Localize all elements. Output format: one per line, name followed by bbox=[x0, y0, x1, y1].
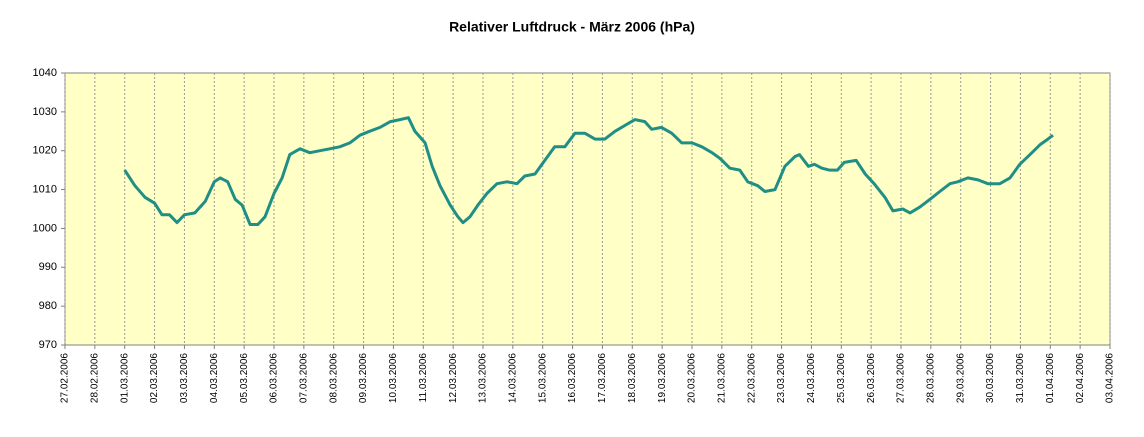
x-tick-label: 31.03.2006 bbox=[1015, 353, 1026, 403]
x-tick-label: 07.03.2006 bbox=[298, 353, 309, 403]
x-tick-label: 26.03.2006 bbox=[866, 353, 877, 403]
x-tick-label: 18.03.2006 bbox=[627, 353, 638, 403]
x-tick-label: 08.03.2006 bbox=[328, 353, 339, 403]
y-tick-label: 1030 bbox=[33, 106, 57, 118]
x-tick-label: 03.04.2006 bbox=[1105, 353, 1116, 403]
x-tick-label: 27.03.2006 bbox=[896, 353, 907, 403]
x-tick-label: 29.03.2006 bbox=[955, 353, 966, 403]
y-tick-label: 970 bbox=[39, 339, 57, 351]
x-tick-label: 14.03.2006 bbox=[507, 353, 518, 403]
y-tick-label: 990 bbox=[39, 261, 57, 273]
x-tick-label: 01.04.2006 bbox=[1045, 353, 1056, 403]
x-tick-label: 03.03.2006 bbox=[179, 353, 190, 403]
x-tick-label: 13.03.2006 bbox=[478, 353, 489, 403]
x-tick-label: 22.03.2006 bbox=[746, 353, 757, 403]
x-tick-label: 11.03.2006 bbox=[418, 353, 429, 403]
x-tick-label: 27.02.2006 bbox=[60, 353, 71, 403]
x-tick-label: 04.03.2006 bbox=[209, 353, 220, 403]
plot-area bbox=[64, 72, 1111, 346]
x-tick-label: 19.03.2006 bbox=[657, 353, 668, 403]
x-tick-label: 02.03.2006 bbox=[149, 353, 160, 403]
x-tick-label: 17.03.2006 bbox=[597, 353, 608, 403]
x-tick-label: 15.03.2006 bbox=[537, 353, 548, 403]
x-tick-label: 24.03.2006 bbox=[806, 353, 817, 403]
chart-title: Relativer Luftdruck - März 2006 (hPa) bbox=[449, 19, 695, 35]
x-tick-label: 28.02.2006 bbox=[89, 353, 100, 403]
x-tick-label: 09.03.2006 bbox=[358, 353, 369, 403]
x-tick-label: 02.04.2006 bbox=[1075, 353, 1086, 403]
x-tick-label: 06.03.2006 bbox=[269, 353, 280, 403]
x-tick-label: 16.03.2006 bbox=[567, 353, 578, 403]
y-tick-label: 1040 bbox=[33, 67, 57, 79]
y-tick-label: 1010 bbox=[33, 183, 57, 195]
line-series bbox=[123, 116, 1054, 226]
y-tick-label: 1020 bbox=[33, 145, 57, 157]
x-tick-label: 20.03.2006 bbox=[687, 353, 698, 403]
x-tick-label: 23.03.2006 bbox=[776, 353, 787, 403]
y-tick-label: 980 bbox=[39, 300, 57, 312]
y-tick-label: 1000 bbox=[33, 222, 57, 234]
x-tick-label: 30.03.2006 bbox=[985, 353, 996, 403]
x-tick-label: 12.03.2006 bbox=[448, 353, 459, 403]
x-tick-label: 28.03.2006 bbox=[925, 353, 936, 403]
x-tick-label: 01.03.2006 bbox=[119, 353, 130, 403]
x-tick-label: 21.03.2006 bbox=[716, 353, 727, 403]
x-tick-label: 05.03.2006 bbox=[239, 353, 250, 403]
x-tick-label: 10.03.2006 bbox=[388, 353, 399, 403]
x-tick-label: 25.03.2006 bbox=[836, 353, 847, 403]
